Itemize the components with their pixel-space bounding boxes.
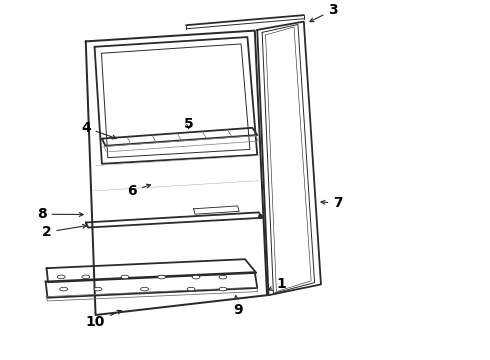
Ellipse shape <box>82 275 90 279</box>
Ellipse shape <box>57 275 65 279</box>
Ellipse shape <box>121 275 129 279</box>
Text: 10: 10 <box>86 310 122 329</box>
Ellipse shape <box>94 287 102 291</box>
Ellipse shape <box>187 287 195 291</box>
Ellipse shape <box>219 287 227 291</box>
Text: 1: 1 <box>269 278 287 291</box>
Ellipse shape <box>141 287 148 291</box>
Ellipse shape <box>60 287 68 291</box>
Ellipse shape <box>192 275 200 279</box>
Ellipse shape <box>158 275 166 279</box>
Text: 6: 6 <box>127 184 150 198</box>
Text: 9: 9 <box>233 296 243 316</box>
Text: 4: 4 <box>81 121 116 139</box>
Text: 5: 5 <box>184 117 194 131</box>
Ellipse shape <box>219 275 227 279</box>
Text: 3: 3 <box>310 3 338 22</box>
Text: 8: 8 <box>37 207 83 221</box>
Text: 7: 7 <box>321 197 343 210</box>
Text: 2: 2 <box>42 224 87 239</box>
